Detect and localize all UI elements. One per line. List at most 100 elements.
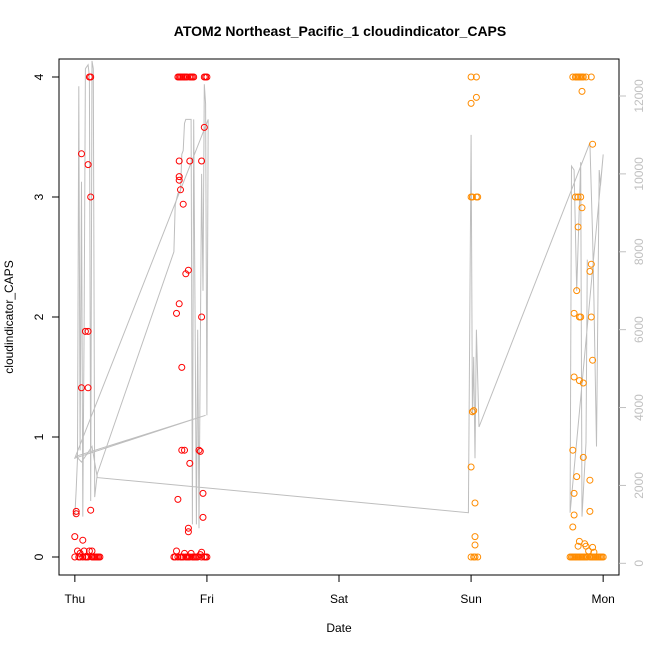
y-axis-label: cloudindicator_CAPS <box>2 260 16 373</box>
data-point <box>196 447 204 455</box>
data-point <box>577 553 585 561</box>
data-point <box>79 536 87 544</box>
data-point <box>186 157 194 165</box>
data-point <box>177 186 184 194</box>
y2-tick-label: 8000 <box>632 238 646 265</box>
data-point <box>587 73 595 81</box>
data-point <box>188 73 196 81</box>
data-point <box>79 553 87 561</box>
data-point <box>76 553 84 561</box>
data-point <box>186 553 194 561</box>
y2-tick-label: 6000 <box>632 316 646 343</box>
y2-tick-label: 10000 <box>632 157 646 191</box>
data-point <box>198 548 206 556</box>
data-point <box>175 300 183 308</box>
data-point <box>467 463 475 471</box>
data-point <box>87 506 95 514</box>
data-point <box>570 511 578 519</box>
data-point <box>84 161 92 169</box>
data-point <box>569 73 577 81</box>
x-tick-label: Sat <box>330 592 349 606</box>
data-point <box>84 384 92 392</box>
data-point <box>589 140 597 148</box>
data-point <box>570 373 578 381</box>
data-point <box>84 327 92 335</box>
data-point <box>203 73 211 81</box>
data-point <box>78 384 85 392</box>
data-point <box>579 73 587 81</box>
data-point <box>474 193 482 201</box>
data-point <box>599 553 607 561</box>
data-point <box>573 473 581 481</box>
data-point <box>181 446 188 454</box>
data-point <box>574 193 582 201</box>
data-point <box>186 459 194 467</box>
data-point <box>474 553 482 561</box>
data-point <box>467 73 475 81</box>
data-point <box>587 260 595 268</box>
y-tick-label: 1 <box>32 433 46 440</box>
data-point <box>573 287 581 295</box>
data-point <box>586 267 594 275</box>
y-tick-label: 4 <box>32 73 46 80</box>
data-point <box>570 309 578 317</box>
y-tick-label: 0 <box>32 553 46 560</box>
data-point <box>472 93 480 101</box>
data-point <box>178 363 186 371</box>
data-point <box>173 309 180 317</box>
data-point <box>471 541 479 549</box>
data-point <box>569 523 577 531</box>
data-point <box>184 524 192 532</box>
data-point <box>96 553 104 561</box>
y-tick-label: 2 <box>32 313 46 320</box>
data-point <box>174 495 182 503</box>
data-point <box>175 173 183 181</box>
data-point <box>81 327 89 335</box>
data-point <box>586 476 594 484</box>
data-point <box>179 553 187 561</box>
data-point <box>71 553 79 561</box>
data-point <box>178 73 186 81</box>
data-point <box>586 507 594 515</box>
data-point <box>87 73 95 81</box>
data-point <box>578 204 586 212</box>
data-point <box>573 73 581 81</box>
data-point <box>85 547 93 555</box>
data-point <box>574 223 582 231</box>
data-point <box>582 553 590 561</box>
data-point <box>174 553 182 561</box>
data-point <box>468 408 476 416</box>
data-point <box>198 313 206 321</box>
data-point <box>471 499 479 507</box>
data-point <box>72 507 80 515</box>
data-point <box>577 193 585 201</box>
data-point <box>200 73 208 81</box>
data-point <box>467 99 475 107</box>
points-layer <box>71 73 607 561</box>
axes-layer: Thu Fri Sat Sun Mon 0 1 2 3 4 0 2000 4000 6000 8000 100… <box>32 73 646 606</box>
data-point <box>71 533 79 541</box>
data-point <box>173 547 180 555</box>
y-tick-label: 3 <box>32 193 46 200</box>
data-point <box>577 313 585 321</box>
data-point <box>569 446 577 454</box>
data-point <box>198 553 206 561</box>
y2-tick-label: 4000 <box>632 394 646 421</box>
data-point <box>81 553 89 561</box>
data-point <box>468 193 476 201</box>
x-axis-label: Date <box>326 621 352 635</box>
x-tick-label: Thu <box>65 592 86 606</box>
data-point <box>72 510 80 518</box>
data-point <box>195 446 203 454</box>
data-point <box>579 453 587 461</box>
chart-title: ATOM2 Northeast_Pacific_1 cloudindicator… <box>174 23 506 39</box>
data-point <box>587 313 595 321</box>
data-point <box>590 553 598 561</box>
data-point <box>589 543 597 551</box>
data-point <box>470 407 478 415</box>
y2-tick-label: 2000 <box>632 472 646 499</box>
data-point <box>579 379 587 387</box>
data-point <box>184 528 192 536</box>
data-point <box>467 553 475 561</box>
